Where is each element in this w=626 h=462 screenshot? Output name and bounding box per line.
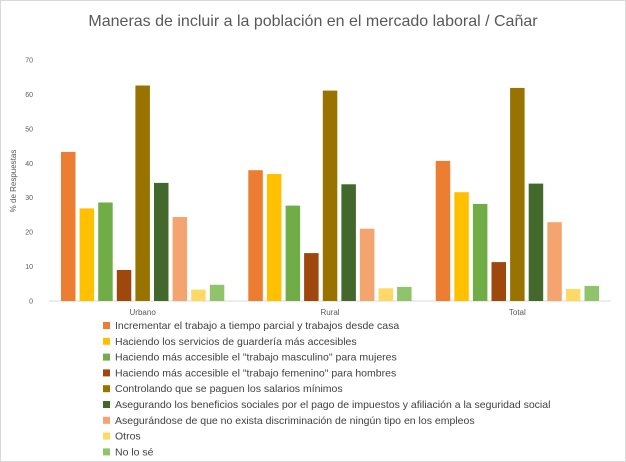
bar bbox=[322, 90, 338, 301]
bar bbox=[584, 285, 599, 301]
bar bbox=[209, 284, 225, 301]
y-tick-label: 40 bbox=[25, 161, 33, 168]
legend-swatch bbox=[103, 385, 110, 393]
y-tick-label: 60 bbox=[25, 92, 33, 99]
legend-label: Controlando que se paguen los salarios m… bbox=[115, 383, 343, 395]
bar bbox=[472, 203, 488, 301]
legend-swatch bbox=[103, 416, 110, 424]
legend-label: Asegurando los beneficios sociales por e… bbox=[115, 399, 550, 411]
bar bbox=[304, 253, 319, 301]
legend-label: Otros bbox=[115, 431, 141, 443]
bar bbox=[491, 262, 506, 301]
bar bbox=[61, 151, 76, 301]
legend-label: Asegurándose de que no exista discrimina… bbox=[115, 415, 475, 427]
legend-label: Incrementar el trabajo a tiempo parcial … bbox=[115, 320, 399, 332]
bar bbox=[191, 289, 206, 301]
bar bbox=[285, 205, 301, 301]
chart-title: Maneras de incluir a la población en el … bbox=[88, 13, 538, 30]
y-tick-label: 20 bbox=[25, 230, 33, 237]
bar bbox=[154, 182, 169, 301]
y-tick-label: 70 bbox=[25, 58, 33, 65]
bar bbox=[565, 288, 581, 301]
legend-swatch bbox=[103, 448, 110, 456]
bar bbox=[172, 217, 188, 301]
legend-swatch bbox=[103, 337, 110, 345]
bar bbox=[359, 228, 375, 301]
bar bbox=[510, 87, 525, 302]
bar bbox=[266, 174, 282, 301]
legend-swatch bbox=[103, 401, 110, 408]
y-tick-label: 0 bbox=[29, 299, 33, 306]
legend: Incrementar el trabajo a tiempo parcial … bbox=[103, 320, 550, 458]
y-tick-label: 30 bbox=[25, 195, 33, 202]
bar bbox=[454, 192, 469, 301]
bar bbox=[528, 183, 544, 301]
bar bbox=[378, 288, 394, 301]
bar bbox=[135, 85, 150, 301]
bar bbox=[341, 184, 356, 301]
legend-label: Haciendo los servicios de guardería más … bbox=[115, 336, 357, 348]
legend-swatch bbox=[103, 322, 110, 329]
bar bbox=[435, 160, 451, 301]
legend-swatch bbox=[103, 432, 110, 440]
legend-swatch bbox=[103, 353, 110, 361]
legend-swatch bbox=[103, 369, 110, 377]
bar bbox=[98, 202, 113, 301]
bar bbox=[397, 286, 412, 301]
bar bbox=[79, 208, 95, 301]
category-label: Total bbox=[509, 308, 526, 317]
bars bbox=[61, 85, 599, 302]
category-label: Rural bbox=[320, 308, 339, 317]
y-tick-label: 50 bbox=[25, 126, 33, 133]
category-label: Urbano bbox=[130, 308, 157, 317]
bar bbox=[547, 222, 562, 301]
legend-label: Haciendo más accesible el "trabajo mascu… bbox=[115, 352, 397, 364]
bar bbox=[248, 170, 263, 301]
bar bbox=[116, 270, 132, 301]
y-axis-ticks: 0 10 20 30 40 50 60 70 bbox=[25, 58, 33, 306]
category-labels: Urbano Rural Total bbox=[130, 308, 526, 317]
y-tick-label: 10 bbox=[25, 264, 33, 271]
y-axis-label: % de Respuestas bbox=[9, 150, 18, 213]
legend-label: No lo sé bbox=[115, 446, 154, 458]
legend-label: Haciendo más accesible el "trabajo femen… bbox=[115, 367, 396, 379]
